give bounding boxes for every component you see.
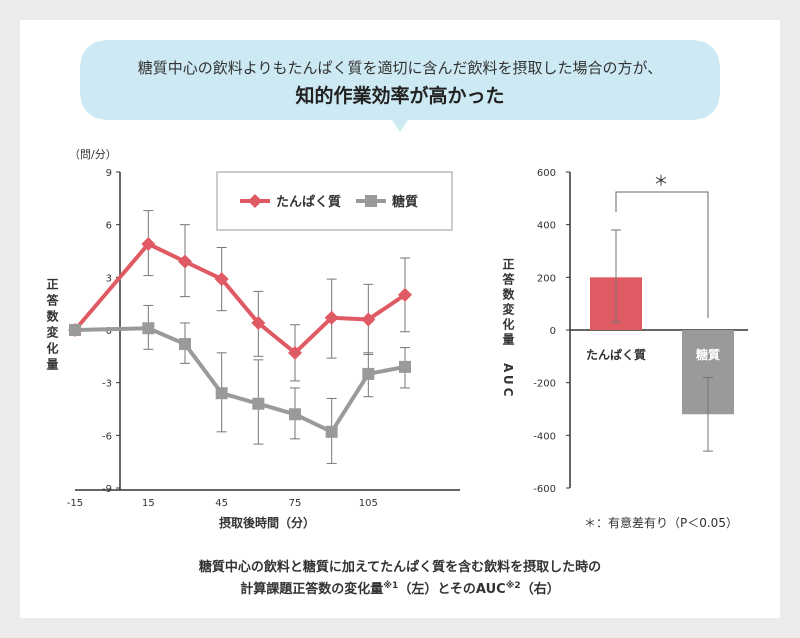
data-point-sugar (362, 367, 375, 380)
bar-label-protein: たんぱく質 (586, 347, 646, 362)
series-line-protein (73, 241, 407, 355)
data-point-protein (251, 315, 266, 330)
left-y-tick-label: 3 (106, 273, 112, 284)
right-y-tick-label: 400 (537, 221, 556, 232)
left-x-tick-label: 15 (142, 498, 155, 509)
data-point-sugar (289, 408, 301, 421)
figure-canvas: 糖質中心の飲料よりもたんぱく質を適切に含んだ飲料を摂取した場合の方が、 知的作業… (45, 40, 748, 597)
data-point-sugar (142, 322, 155, 335)
footnote: ＊：有意差有り（P＜0.05） (584, 515, 738, 530)
data-point-sugar (252, 397, 265, 410)
legend-protein-marker (248, 194, 262, 208)
left-x-axis-title: 摂取後時間（分） (219, 515, 315, 530)
bar-chart: 正答数変化量 AUC 600 400 200 0 -200 -400 -600 たんぱく質 糖… (501, 168, 748, 530)
left-unit-label: （問/分） (69, 148, 117, 161)
significance-star: ＊ (653, 172, 668, 190)
series-line-sugar (74, 326, 406, 434)
left-x-tick-label: 45 (215, 498, 228, 509)
data-point-protein (324, 310, 339, 325)
left-y-tick-label: 0 (106, 326, 112, 337)
caption-line1: 糖質中心の飲料と糖質に加えてたんぱく質を含む飲料を摂取した時の (199, 559, 601, 575)
caption-line2-b: （左）とそのAUC (398, 581, 505, 597)
right-y-axis-title: 正答数変化量 AUC (501, 258, 515, 400)
legend-sugar-marker (365, 195, 377, 207)
legend-protein-label: たんぱく質 (276, 194, 341, 210)
line-chart: （問/分） 正答数変化量 摂取後時間（分） 9 6 3 0 -3 -6 -9 -15 15 45… (45, 148, 460, 530)
right-y-tick-label: 0 (550, 326, 556, 337)
caption-line2-c: （右） (521, 581, 560, 597)
header-line2: 知的作業効率が高かった (295, 84, 504, 107)
bar-label-sugar: 糖質 (696, 347, 720, 362)
data-point-sugar (215, 387, 228, 400)
caption-line2: 計算課題正答数の変化量※1（左）とそのAUC※2（右） (240, 580, 559, 597)
caption-line2-a: 計算課題正答数の変化量 (240, 581, 383, 597)
left-y-tick-label: -6 (102, 431, 112, 442)
left-y-tick-label: -3 (102, 379, 112, 390)
right-y-tick-label: 200 (537, 273, 556, 284)
left-x-tick-label: 75 (289, 498, 302, 509)
left-x-tick-label: -15 (67, 498, 83, 509)
figure-panel: 糖質中心の飲料よりもたんぱく質を適切に含んだ飲料を摂取した場合の方が、 知的作業… (20, 20, 780, 618)
data-point-protein (141, 236, 156, 251)
data-point-sugar (69, 324, 81, 336)
right-y-tick-label: -200 (533, 379, 556, 390)
data-point-protein (214, 272, 229, 287)
caption-note2: ※2 (506, 580, 521, 591)
left-y-tick-label: 9 (106, 168, 112, 179)
caption-note1: ※1 (383, 580, 398, 591)
data-point-sugar (179, 338, 191, 351)
data-point-protein (178, 254, 192, 269)
left-y-tick-label: -9 (102, 484, 112, 495)
data-point-protein (398, 287, 412, 302)
right-y-tick-label: -400 (533, 431, 556, 442)
right-y-tick-label: -600 (533, 484, 556, 495)
header-bubble (80, 40, 720, 132)
data-point-sugar (399, 360, 411, 373)
left-x-tick-label: 105 (359, 498, 378, 509)
header-line1: 糖質中心の飲料よりもたんぱく質を適切に含んだ飲料を摂取した場合の方が、 (138, 59, 662, 77)
legend-sugar-label: 糖質 (392, 194, 418, 210)
significance-bracket (615, 191, 709, 318)
left-y-axis-title: 正答数変化量 (45, 278, 59, 374)
right-y-tick-label: 600 (537, 168, 556, 179)
data-point-protein (288, 345, 302, 360)
data-point-sugar (325, 425, 338, 438)
data-point-protein (361, 312, 376, 327)
left-y-tick-label: 6 (106, 221, 112, 232)
